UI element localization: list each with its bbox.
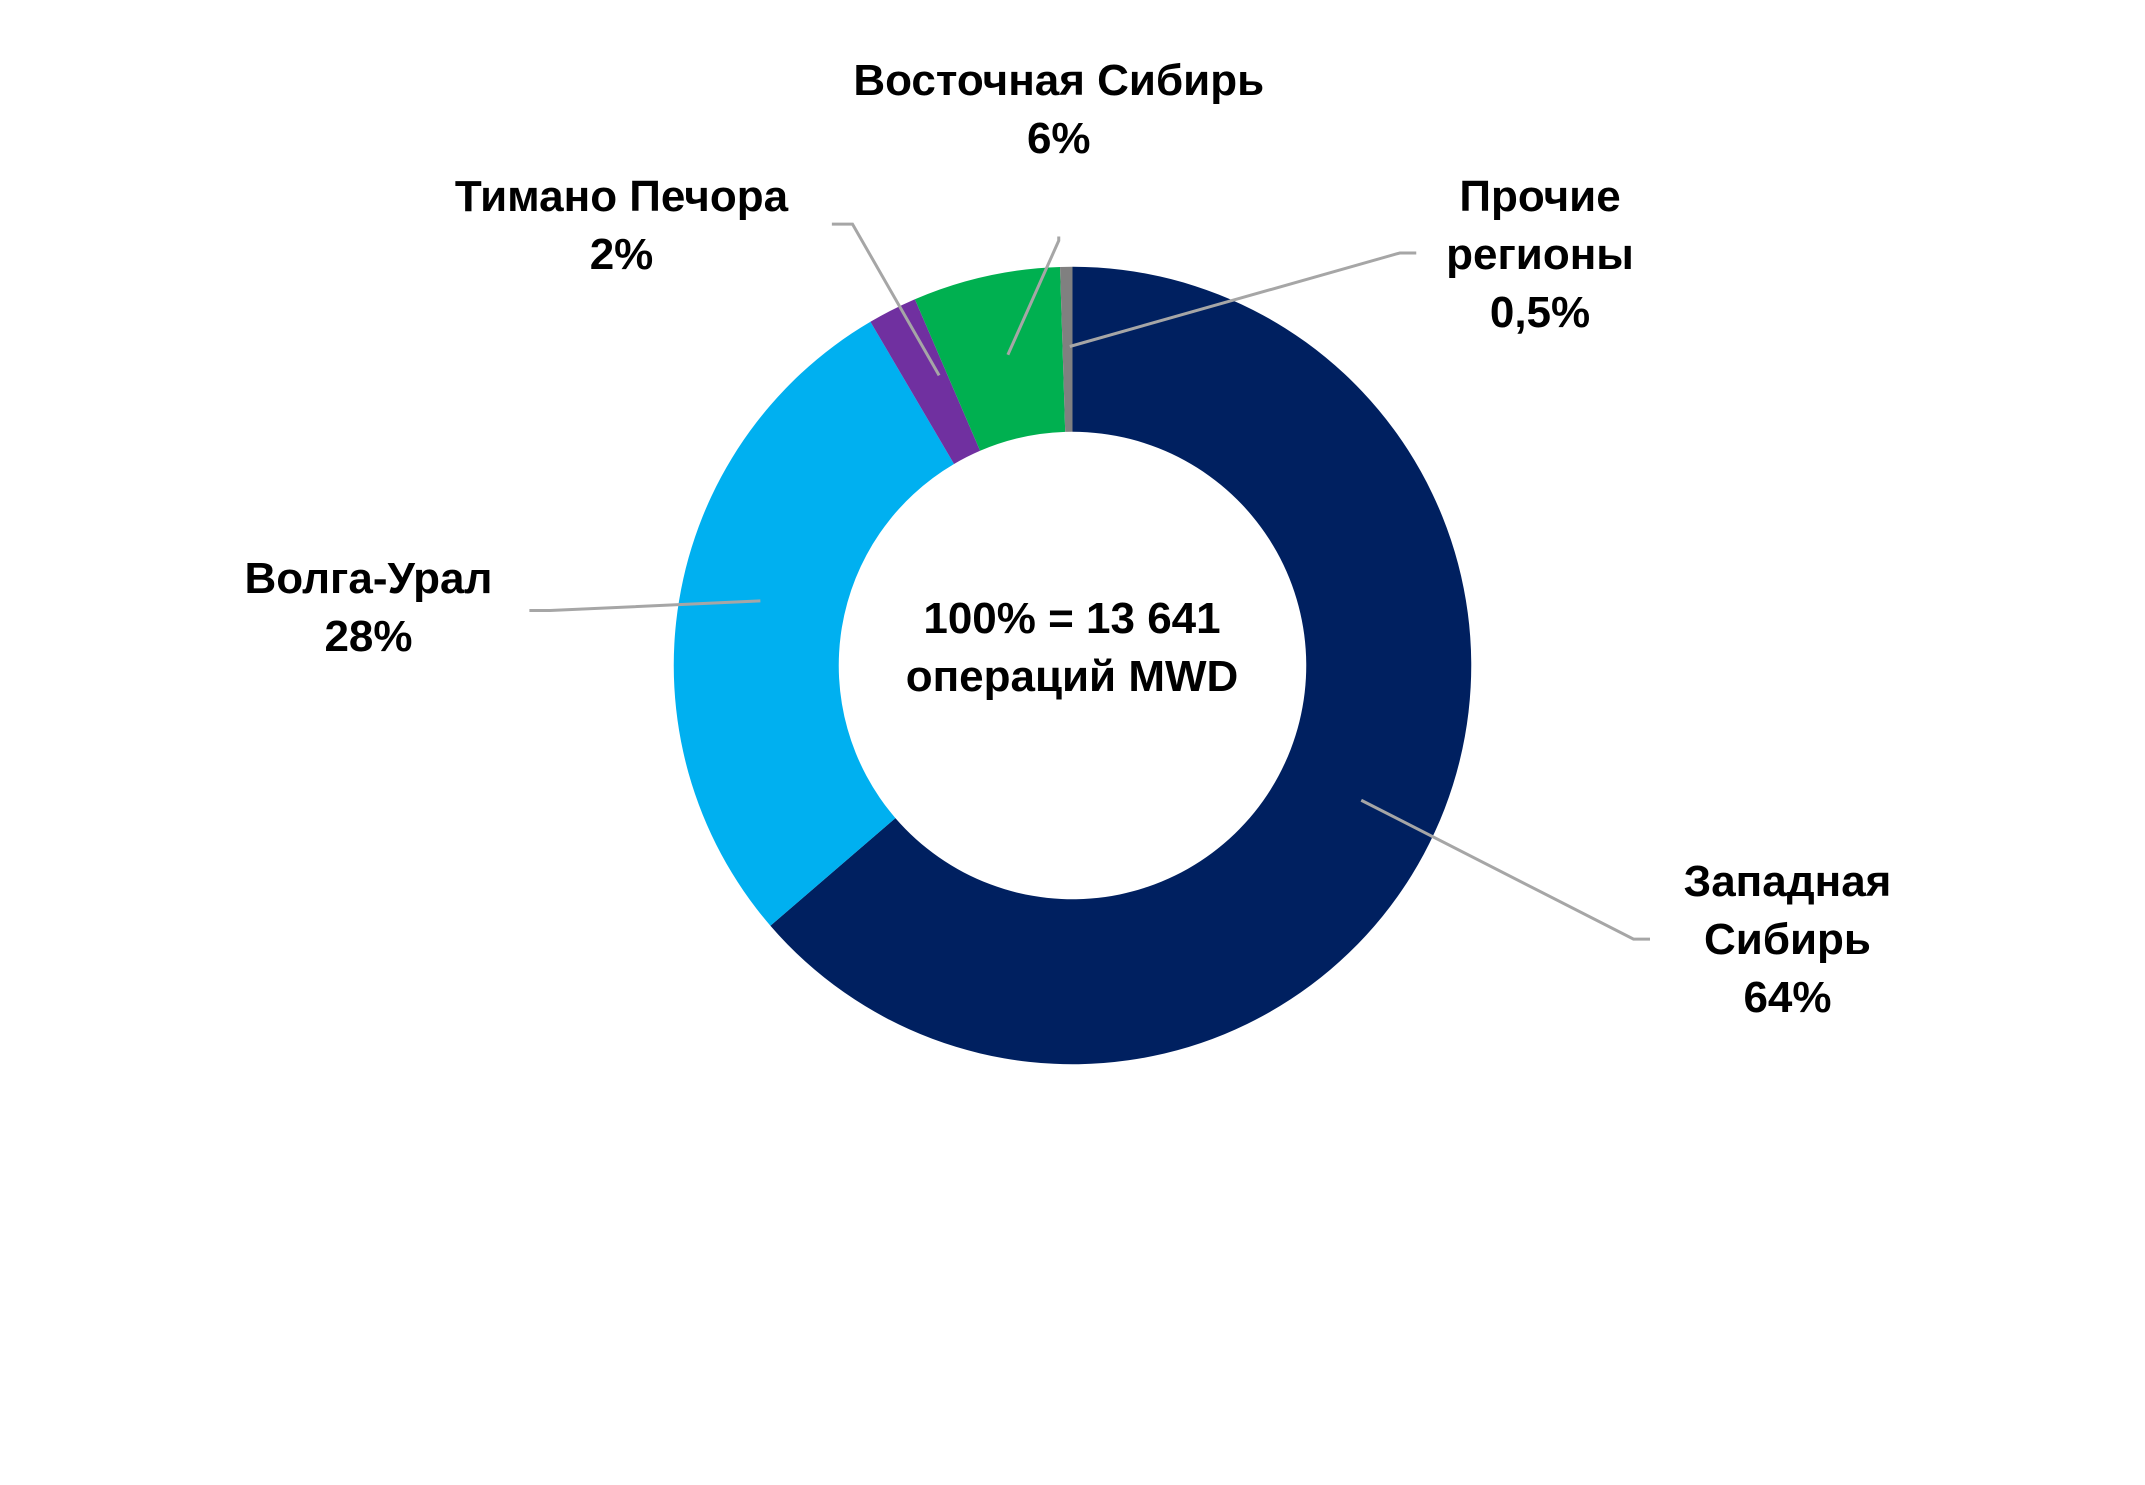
category-label: Восточная Сибирь [853, 56, 1265, 106]
pie-segment [870, 299, 981, 464]
leader-line [1360, 798, 1650, 941]
data-label: Прочие регионы 0,5% [1361, 168, 1719, 342]
value-label: 6% [1026, 114, 1091, 164]
category-label: Западная Сибирь [1683, 856, 1892, 964]
data-label: Тимано Печора 2% [305, 168, 938, 284]
data-label: Волга-Урал 28% [162, 550, 575, 666]
pie-segment [770, 266, 1472, 1065]
category-label: Волга-Урал [244, 554, 493, 603]
category-label: Прочие регионы [1446, 171, 1634, 279]
value-label: 28% [324, 612, 413, 661]
leader-line [831, 222, 941, 377]
leader-line [529, 599, 761, 612]
value-label: 0,5% [1489, 287, 1591, 337]
leader-line [1069, 251, 1417, 348]
pie-segment [673, 321, 955, 926]
center-annotation: 100% = 13 641 операций MWD [905, 594, 1239, 701]
data-label: Восточная Сибирь 6% [825, 52, 1293, 168]
data-label: Западная Сибирь 64% [1609, 853, 1967, 1027]
category-label: Тимано Печора [454, 171, 789, 221]
leader-line [1006, 236, 1061, 356]
pie-segment [1060, 266, 1073, 432]
value-label: 64% [1743, 972, 1832, 1022]
value-label: 2% [589, 229, 654, 279]
